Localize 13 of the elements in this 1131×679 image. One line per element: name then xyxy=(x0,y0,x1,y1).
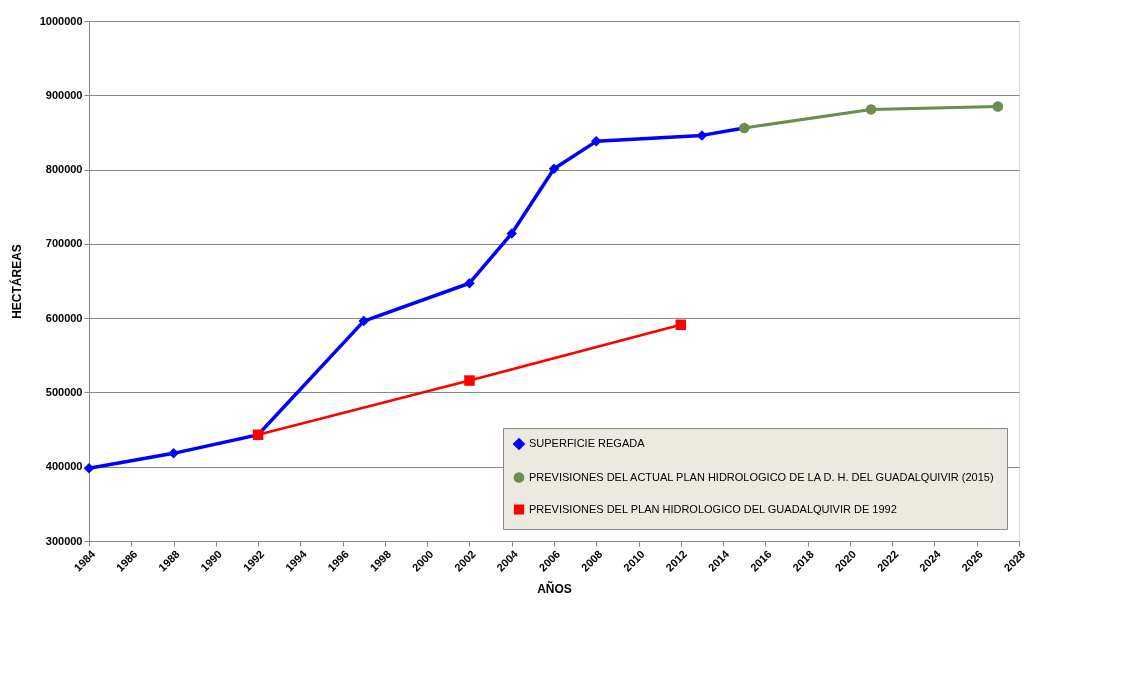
y-tick-label: 700000 xyxy=(45,237,83,250)
y-tick-label: 600000 xyxy=(45,311,83,324)
y-tick-label: 300000 xyxy=(45,534,83,547)
legend-label: PREVISIONES DEL ACTUAL PLAN HIDROLOGICO DE LA D. H. DEL GUADALQUIVIR (2015) xyxy=(529,470,994,483)
x-axis-title: AÑOS xyxy=(537,580,572,596)
y-tick-label: 500000 xyxy=(45,385,83,398)
legend-label: SUPERFICIE REGADA xyxy=(529,437,646,449)
y-tick-label: 900000 xyxy=(45,88,83,101)
y-axis-title: HECTÁREAS xyxy=(8,244,24,319)
y-tick-label: 800000 xyxy=(45,163,83,176)
legend-label: PREVISIONES DEL PLAN HIDROLOGICO DEL GUADALQUIVIR DE 1992 xyxy=(529,502,897,515)
y-tick-label: 400000 xyxy=(45,460,83,473)
y-tick-label: 1000000 xyxy=(39,14,83,27)
